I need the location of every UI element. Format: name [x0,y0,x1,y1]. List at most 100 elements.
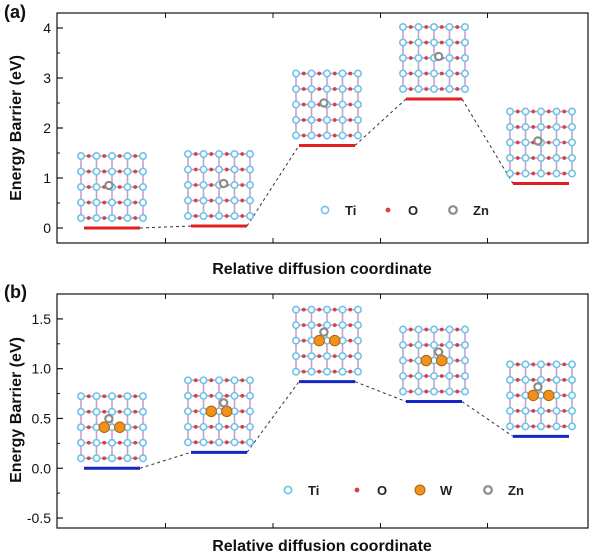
ti-atom [505,391,514,400]
ti-atom [139,438,148,447]
o-atom [301,118,306,122]
panel-a-structure-insets [77,22,576,223]
o-atom [133,185,138,189]
ti-atom [567,154,576,163]
o-atom [117,154,122,158]
o-atom [224,378,229,383]
ti-atom [505,138,514,147]
o-atom [301,354,306,359]
o-atom [424,389,429,394]
ti-atom [246,150,255,159]
ti-atom [338,352,347,361]
o-atom [546,377,551,382]
o-atom [317,71,322,76]
ti-atom [460,53,469,62]
panel-a-legend: Ti O Zn [320,203,489,218]
o-atom [240,214,245,218]
ti-atom [123,183,132,192]
o-atom [531,362,536,367]
ti-atom [215,150,224,159]
o-atom [193,198,198,203]
y-tick-label: 0.0 [32,460,52,476]
ti-atom [536,123,545,132]
ti-atom [338,100,347,109]
ti-atom [307,352,316,361]
o-atom [424,25,429,29]
ti-atom [353,321,362,330]
ti-atom [307,85,316,94]
o-atom [317,369,322,374]
ti-atom [139,407,148,416]
panel-b-y-ticks: -0.5 0.0 0.5 1.0 1.5 [27,311,63,526]
panel-b-x-axis-title: Relative diffusion coordinate [212,538,432,555]
ti-atom [338,69,347,78]
ti-atom [460,356,469,365]
ti-atom [505,422,514,431]
ti-atom [199,181,208,190]
ti-atom [552,360,561,369]
ti-atom [414,372,423,381]
o-atom [86,409,91,414]
o-atom [348,338,353,343]
ti-atom [567,123,576,132]
ti-atom [353,131,362,140]
ti-atom [567,375,576,384]
ti-atom [429,69,438,78]
o-atom [332,307,337,312]
o-atom [193,167,198,172]
o-atom [117,216,122,220]
ti-atom [215,165,224,174]
o-atom [209,424,214,429]
ti-atom [552,123,561,132]
ti-atom [123,214,132,223]
ti-atom [414,53,423,62]
o-atom [240,424,245,429]
o-atom [531,424,536,429]
ti-atom [322,116,331,125]
o-atom [301,87,306,91]
o-atom [562,140,567,145]
ti-atom [552,154,561,163]
ti-atom [77,454,86,463]
o-atom [301,369,306,374]
ti-atom [445,387,454,396]
o-atom [317,133,322,138]
o-atom [439,389,444,394]
o-atom [515,171,520,176]
y-tick-label: 1.0 [32,361,52,377]
o-atom [546,424,551,429]
ti-atom [199,150,208,159]
ti-atom [398,38,407,47]
ti-atom [92,152,101,161]
o-atom [455,40,460,45]
ti-atom [77,392,86,401]
ti-atom [414,387,423,396]
o-atom [439,40,444,45]
o-atom [133,200,138,205]
ti-atom [567,360,576,369]
o-atom [193,424,198,429]
o-atom [455,327,460,332]
o-atom [224,393,229,398]
ti-atom [246,391,255,400]
ti-atom [460,325,469,334]
o-atom [240,152,245,156]
ti-atom [338,116,347,125]
zn-atom [218,398,229,408]
o-atom [224,198,229,203]
o-atom [133,394,138,399]
legend-label-ti: Ti [308,483,319,498]
ti-atom [505,375,514,384]
ti-atom [291,336,300,345]
ti-atom [521,375,530,384]
o-atom [562,424,567,429]
ti-atom [215,376,224,385]
zn-atom [319,327,329,337]
path-connector [139,225,192,229]
o-atom [455,343,460,347]
o-atom [102,216,107,220]
structure-inset [398,22,469,94]
o-atom [301,307,306,312]
o-atom [209,198,214,203]
zn-atom [433,347,444,357]
